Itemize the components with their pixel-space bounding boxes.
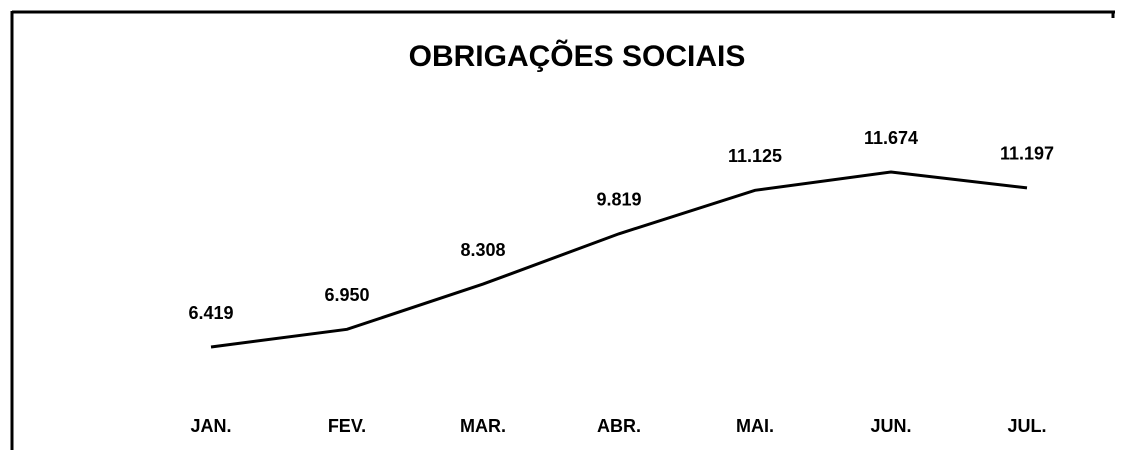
x-tick-label: JUL. (1007, 416, 1046, 436)
data-label: 6.950 (324, 285, 369, 305)
data-label: 6.419 (188, 303, 233, 323)
data-label: 9.819 (596, 190, 641, 210)
line (210, 170, 1028, 349)
x-tick-label: MAR. (460, 416, 506, 436)
x-tick-label: JUN. (870, 416, 911, 436)
data-label: 11.125 (728, 146, 782, 166)
data-label: 8.308 (460, 240, 505, 260)
x-tick-label: ABR. (597, 416, 641, 436)
x-tick-label: JAN. (190, 416, 231, 436)
data-label: 11.674 (864, 128, 918, 148)
data-label: 11.197 (1000, 144, 1054, 164)
x-tick-label: FEV. (328, 416, 366, 436)
x-tick-label: MAI. (736, 416, 774, 436)
chart-title: OBRIGAÇÕES SOCIAIS (409, 39, 746, 73)
